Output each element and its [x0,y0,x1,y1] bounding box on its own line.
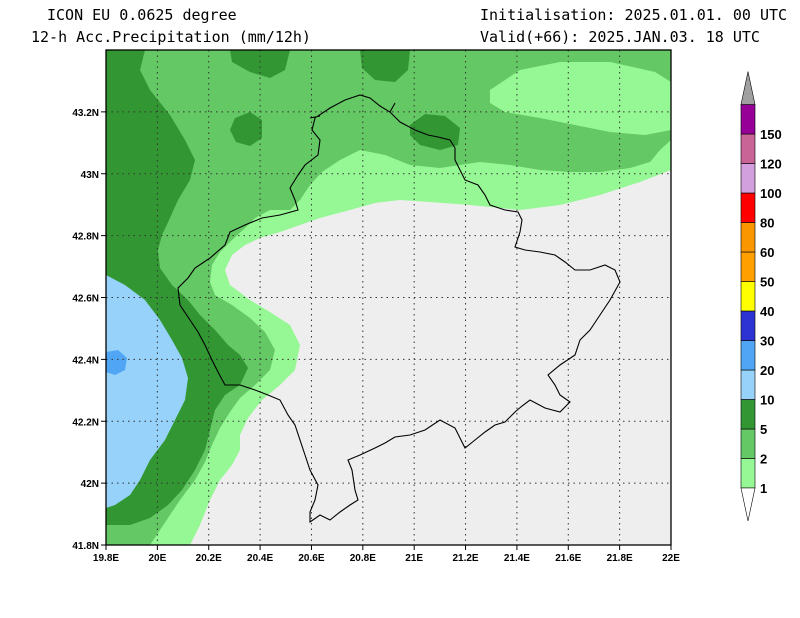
precip-zone-5mm-blob [230,112,262,146]
x-tick-label: 20.6E [298,553,324,564]
colorbar-label: 100 [760,186,782,201]
y-tick-label: 42.2N [72,417,99,428]
x-tick-label: 21.4E [504,553,530,564]
colorbar-label: 150 [760,127,782,142]
colorbar-segment [740,340,756,371]
x-tick-label: 20.2E [196,553,222,564]
valid-time: Valid(+66): 2025.JAN.03. 18 UTC [480,28,760,46]
colorbar-segment [740,192,756,223]
colorbar-bottom-arrow [740,487,756,522]
colorbar-segment [740,163,756,194]
map-grid [106,50,671,545]
colorbar-segment [740,251,756,282]
x-tick-label: 20.8E [350,553,376,564]
colorbar-label: 50 [760,275,774,290]
init-time: Initialisation: 2025.01.01. 00 UTC [480,6,788,24]
precip-zone-1mm-north [490,62,671,135]
x-axis: 19.8E 20E 20.2E 20.4E 20.6E 20.8E 21E 21.2E 21.4… [93,545,680,564]
product-title: 12-h Acc.Precipitation (mm/12h) [31,28,311,46]
colorbar-segment [740,399,756,430]
precip-zone-5mm-north-east [360,50,410,82]
x-tick-label: 21.8E [607,553,633,564]
y-tick-label: 42N [81,479,99,490]
y-tick-label: 42.6N [72,294,99,305]
y-tick-label: 42.4N [72,355,99,366]
legend-colorbar: 1 2 5 10 20 30 40 50 60 80 100 120 150 [740,71,782,522]
y-tick-label: 43.2N [72,108,99,119]
precip-zone-5mm-north [230,50,290,78]
precip-zone-5mm-east [410,114,460,150]
colorbar-label: 20 [760,363,774,378]
colorbar-label: 80 [760,216,774,231]
x-tick-label: 20E [148,553,166,564]
x-tick-label: 19.8E [93,553,119,564]
y-axis: 41.8N 42N 42.2N 42.4N 42.6N 42.8N 43N 43.2N [72,108,106,552]
x-tick-label: 21.6E [555,553,581,564]
country-border [177,94,621,524]
colorbar-label: 1 [760,481,767,496]
x-tick-label: 21.2E [452,553,478,564]
precip-zone-2mm [106,50,671,545]
colorbar-label: 40 [760,304,774,319]
colorbar-segment [740,281,756,312]
colorbar-segment [740,369,756,400]
colorbar-top-arrow [740,71,756,105]
colorbar-segment [740,133,756,164]
colorbar-segment [740,428,756,459]
colorbar-label: 30 [760,334,774,349]
colorbar-segment [740,458,756,489]
x-tick-label: 22E [662,553,680,564]
precip-zone-10mm [106,275,188,508]
precip-zone-20mm [106,350,127,375]
colorbar-label: 120 [760,157,782,172]
x-tick-label: 20.4E [247,553,273,564]
x-tick-label: 21E [405,553,423,564]
colorbar-label: 2 [760,452,767,467]
colorbar-segment [740,104,756,135]
colorbar-label: 60 [760,245,774,260]
y-tick-label: 41.8N [72,541,99,552]
y-tick-label: 43N [81,170,99,181]
map-plot-area [106,50,671,545]
y-tick-label: 42.8N [72,232,99,243]
model-title: ICON EU 0.0625 degree [47,6,237,24]
colorbar-label: 10 [760,393,774,408]
colorbar-segment [740,310,756,341]
colorbar-segment [740,222,756,253]
colorbar-label: 5 [760,422,767,437]
